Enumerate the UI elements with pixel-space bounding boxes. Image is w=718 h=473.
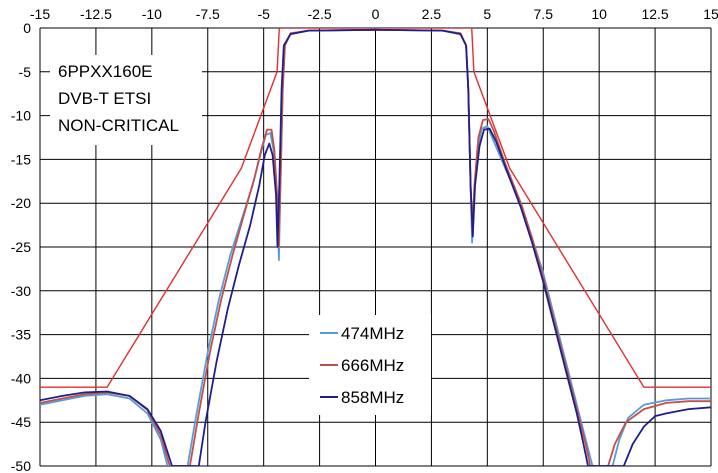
y-tick-label-5: -25 <box>11 239 31 255</box>
x-tick-label-9: 7.5 <box>534 6 554 22</box>
x-tick-label-7: 2.5 <box>422 6 442 22</box>
y-tick-label-0: 0 <box>23 20 31 36</box>
x-tick-label-0: -15 <box>30 6 50 22</box>
x-tick-label-1: -12.5 <box>80 6 112 22</box>
legend-label-474: 474MHz <box>341 324 404 343</box>
y-tick-label-1: -5 <box>19 64 32 80</box>
x-tick-label-3: -7.5 <box>196 6 220 22</box>
x-tick-labels: -15 -12.5 -10 -7.5 -5 -2.5 0 2.5 5 7.5 10 12.5 15 <box>30 6 718 22</box>
legend: 474MHz 666MHz 858MHz <box>309 315 431 415</box>
x-tick-label-4: -5 <box>257 6 270 22</box>
series-line-mask <box>40 28 711 388</box>
y-tick-label-3: -15 <box>11 151 31 167</box>
y-tick-label-9: -45 <box>11 414 31 430</box>
legend-label-858: 858MHz <box>341 388 404 407</box>
y-tick-label-8: -40 <box>11 370 31 386</box>
legend-label-666: 666MHz <box>341 356 404 375</box>
x-tick-label-5: -2.5 <box>308 6 332 22</box>
x-tick-label-8: 5 <box>483 6 491 22</box>
annotation-mask: NON-CRITICAL <box>58 116 179 135</box>
annotation-model: 6PPXX160E <box>58 62 153 81</box>
y-tick-label-4: -20 <box>11 195 31 211</box>
x-tick-label-11: 12.5 <box>641 6 668 22</box>
annotation-standard: DVB-T ETSI <box>58 89 151 108</box>
y-tick-label-7: -35 <box>11 327 31 343</box>
series-line-858MHz <box>40 28 711 466</box>
series-lines <box>40 28 711 466</box>
annotation-box <box>50 55 202 145</box>
y-tick-label-6: -30 <box>11 283 31 299</box>
x-tick-label-6: 0 <box>372 6 380 22</box>
x-tick-label-10: 10 <box>591 6 607 22</box>
y-tick-label-10: -50 <box>11 458 31 473</box>
y-tick-label-2: -10 <box>11 108 31 124</box>
x-tick-label-12: 15 <box>703 6 718 22</box>
x-tick-label-2: -10 <box>142 6 162 22</box>
y-tick-labels: 0 -5 -10 -15 -20 -25 -30 -35 -40 -45 -50 <box>11 20 31 473</box>
